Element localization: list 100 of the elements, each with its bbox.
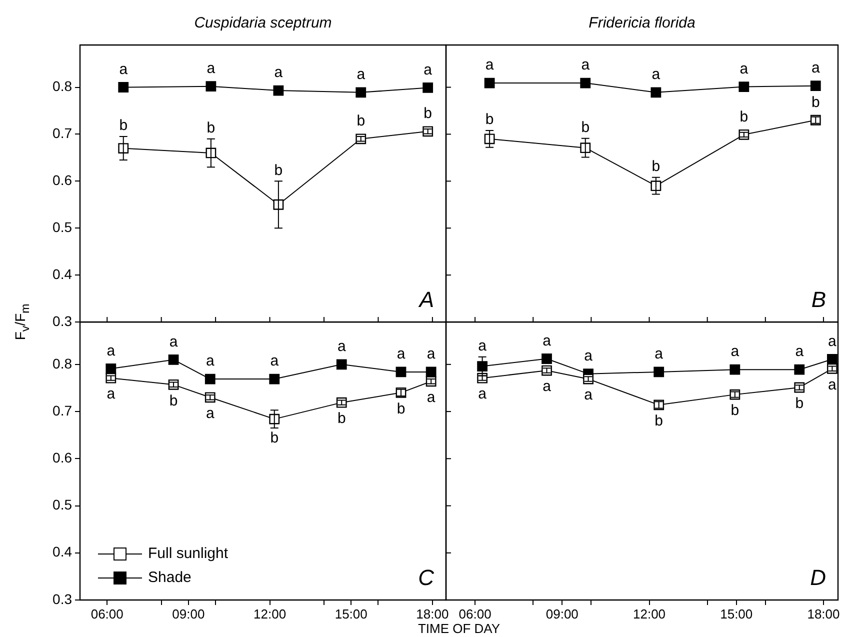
point [580,78,591,88]
point [738,82,750,92]
annotation: a [206,60,216,77]
annotation: b [654,412,664,430]
point [654,366,664,378]
x-tick-label: 18:00 [416,606,449,622]
annotation: a [274,64,284,82]
x-tick-label: 12:00 [254,606,286,622]
annotation: a [106,342,116,360]
y-tick-label: 0.7 [52,402,72,418]
point [396,366,406,378]
annotation: b [424,105,432,122]
annotation: a [206,405,215,422]
annotation: A [417,287,434,312]
annotation: C [418,565,434,590]
x-tick-label: 15:00 [720,606,753,622]
x-tick-label: 12:00 [632,606,666,622]
annotation: a [828,376,838,394]
annotation: a [652,66,661,84]
y-tick-label: 0.6 [52,450,72,466]
point [810,80,821,92]
annotation: b [652,158,660,176]
annotation: b [740,108,748,126]
y-tick-label: 0.8 [52,78,72,94]
point [484,78,495,88]
x-tick-label: 09:00 [172,606,205,622]
point [273,85,284,96]
annotation: a [478,386,488,403]
point [168,354,179,365]
annotation: a [795,343,804,360]
annotation: a [424,61,433,78]
point [356,87,366,98]
annotation: b [119,117,128,134]
legend-label: Full sunlight [148,545,229,562]
annotation: a [485,56,494,74]
y-tick-label: 0.4 [52,544,72,560]
annotation: b [396,400,406,418]
annotation: a [811,59,820,76]
annotation: B [811,287,826,312]
point [336,359,347,370]
annotation: a [119,60,128,78]
point [269,374,280,384]
annotation: a [542,332,552,350]
annotation: a [740,60,749,78]
annotation: a [337,338,346,356]
point [118,82,129,92]
x-tick-label: 06:00 [458,606,492,622]
y-tick-label: 0.4 [52,266,72,282]
annotation: a [478,338,488,355]
y-tick-label: 0.7 [52,125,72,142]
annotation: a [542,378,552,396]
annotation: a [828,332,838,350]
y-tick-label: 0.3 [52,312,72,329]
y-tick-label: 0.5 [52,496,72,513]
y-tick-label: 0.3 [52,590,72,607]
annotation: a [356,66,366,84]
x-axis-title: TIME OF DAY [416,621,502,636]
annotation: b [274,162,283,179]
point [206,81,216,92]
annotation: a [730,343,740,360]
annotation: b [206,120,216,137]
annotation: b [356,112,366,130]
point [542,354,552,364]
chart-title: Cuspidaria sceptrum [194,14,332,32]
annotation: a [581,56,590,74]
point [826,354,838,364]
point [422,82,434,93]
annotation: b [730,402,740,420]
x-tick-label: 06:00 [90,606,124,622]
annotation: b [811,94,820,111]
point [426,366,436,378]
y-tick-label: 0.8 [52,355,72,372]
annotation: a [206,352,215,370]
point [650,87,662,98]
x-tick-label: 15:00 [334,606,368,622]
point [106,363,116,374]
y-tick-label: 0.5 [52,218,72,235]
annotation: b [169,392,178,410]
annotation: a [584,347,594,364]
x-tick-label: 18:00 [807,606,840,622]
chart-title: Fridericia florida [588,14,696,32]
point [730,364,740,375]
annotation: b [485,111,494,128]
annotation: a [396,346,406,363]
annotation: D [810,565,826,590]
point [204,374,216,384]
x-tick-label: 09:00 [546,606,578,622]
annotation: b [581,119,590,136]
annotation: a [426,346,436,363]
y-tick-label: 0.6 [52,172,72,188]
annotation: a [584,386,594,404]
point [477,361,488,372]
legend-label: Shade [148,569,192,586]
annotation: b [795,395,804,412]
annotation: a [654,346,664,363]
annotation: a [270,352,280,370]
annotation: b [337,410,346,428]
annotation: a [169,333,178,350]
point [794,364,805,375]
annotation: a [426,389,436,406]
